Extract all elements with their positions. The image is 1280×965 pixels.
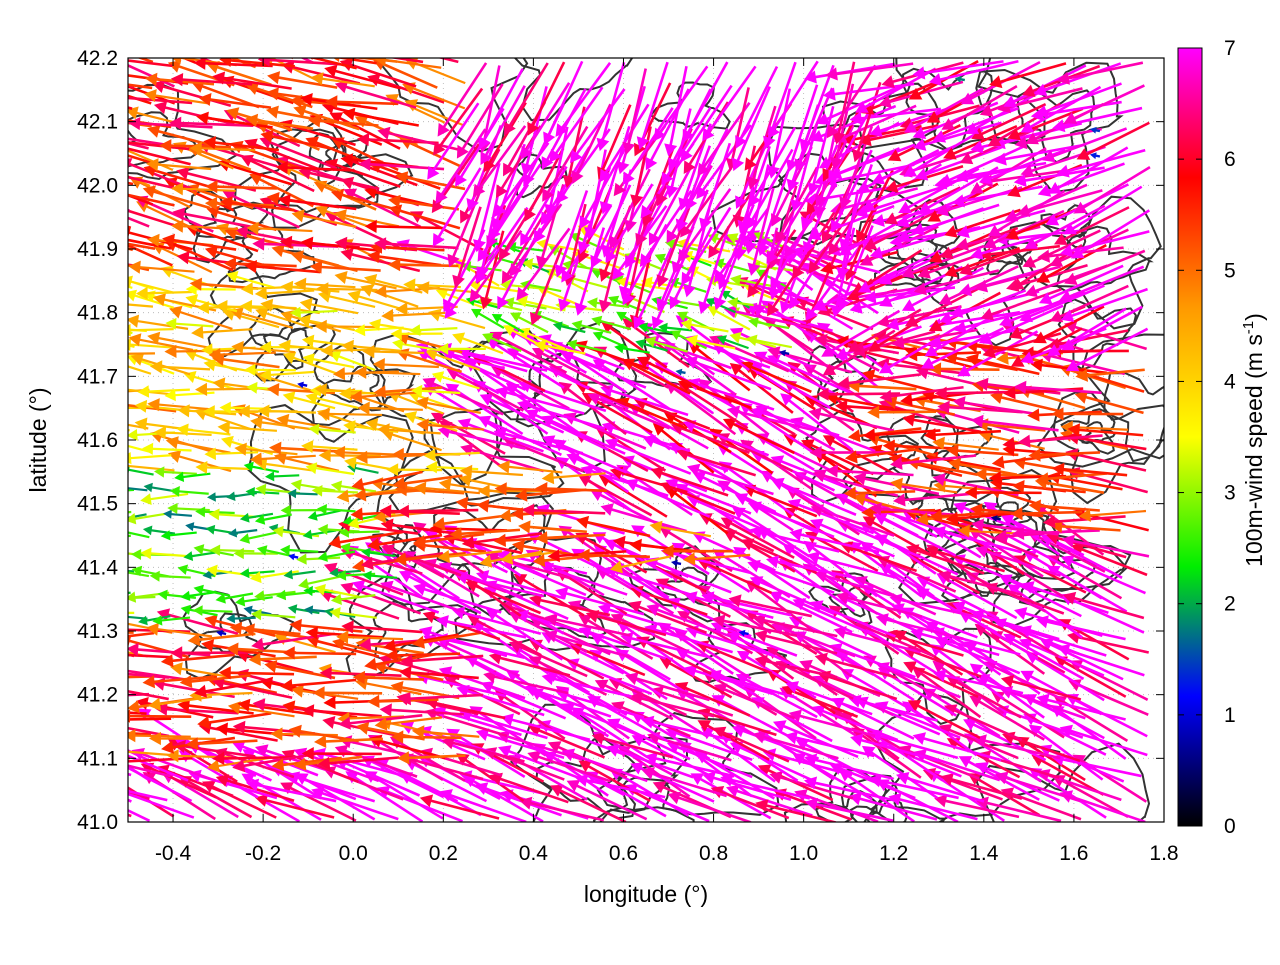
x-tick-label: 1.2 (879, 842, 908, 865)
wind-arrow (291, 479, 336, 490)
wind-arrow (195, 461, 251, 474)
wind-arrow (228, 528, 257, 537)
contour-line (514, 16, 635, 120)
colorbar-tick-label: 2 (1224, 593, 1236, 616)
wind-arrow (41, 531, 128, 554)
wind-arrow (235, 596, 273, 607)
wind-arrow (107, 784, 194, 817)
wind-arrow (303, 530, 337, 540)
wind-arrow (270, 727, 337, 740)
wind-arrow (199, 93, 271, 108)
wind-arrow (114, 459, 174, 472)
wind-arrow (84, 273, 132, 288)
colorbar-tick-label: 6 (1224, 148, 1236, 171)
wind-arrow (85, 607, 134, 619)
colorbar-title-end: ) (1241, 313, 1267, 321)
wind-arrow (163, 510, 192, 519)
x-tick-label: -0.4 (155, 842, 192, 865)
x-tick-label: 0.2 (429, 842, 458, 865)
colorbar-tick-label: 1 (1224, 704, 1236, 727)
x-tick-label: 1.4 (969, 842, 999, 865)
wind-arrow (140, 548, 189, 560)
y-tick-label: 42.0 (77, 174, 118, 197)
contour-line (371, 14, 527, 152)
x-tick-label: 0.8 (699, 842, 728, 865)
wind-arrow (542, 471, 606, 484)
y-tick-label: 41.4 (77, 556, 118, 579)
wind-arrow (128, 261, 194, 274)
wind-arrow (143, 526, 175, 536)
wind-arrow (85, 387, 149, 400)
wind-arrow (65, 409, 129, 422)
wind-arrow (48, 320, 127, 367)
wind-arrow (82, 471, 129, 483)
wind-arrow (288, 604, 320, 614)
y-tick-label: 41.5 (77, 493, 118, 516)
x-tick-label: -0.2 (245, 842, 281, 865)
wind-arrow (80, 73, 152, 88)
wind-arrow (55, 85, 132, 109)
wind-arrow (668, 792, 751, 823)
wind-arrow (92, 536, 130, 547)
y-tick-label: 42.1 (77, 111, 118, 134)
wind-arrow (83, 330, 135, 347)
wind-arrow (90, 347, 155, 360)
wind-arrow (504, 63, 548, 135)
y-tick-label: 41.8 (77, 302, 118, 325)
wind-arrow (671, 560, 681, 567)
colorbar-tick-label: 0 (1224, 815, 1236, 838)
wind-arrow (144, 483, 174, 492)
wind-arrow (388, 195, 459, 210)
wind-arrow (265, 471, 299, 481)
wind-arrow (191, 326, 252, 339)
colorbar-title: 100m-wind speed (m s-1) (1240, 313, 1267, 567)
wind-arrow (58, 204, 130, 228)
colorbar-title-sup: -1 (1240, 321, 1257, 334)
wind-arrow (239, 532, 278, 544)
wind-arrow (315, 320, 379, 333)
colorbar (1178, 48, 1202, 826)
wind-arrow (138, 385, 190, 397)
wind-arrow (184, 371, 235, 389)
y-tick-label: 41.2 (77, 684, 118, 707)
wind-vector-field (40, 25, 1150, 822)
wind-arrow (354, 366, 420, 379)
x-tick-label: 0.6 (609, 842, 638, 865)
wind-arrow (235, 25, 313, 63)
wind-arrow (97, 589, 131, 599)
y-tick-label: 41.6 (77, 429, 118, 452)
wind-arrow (234, 548, 278, 559)
wind-arrow (989, 63, 1066, 88)
x-axis-title: longitude (°) (584, 881, 708, 907)
x-tick-label: 1.0 (789, 842, 818, 865)
y-tick-label: 41.1 (77, 747, 118, 770)
x-tick-label: 0.0 (339, 842, 368, 865)
x-tick-label: 1.8 (1149, 842, 1178, 865)
wind-arrow (934, 795, 1019, 817)
wind-arrow (1028, 449, 1100, 462)
x-tick-label: 0.4 (519, 842, 549, 865)
y-tick-label: 41.7 (77, 365, 118, 388)
y-tick-label: 41.0 (77, 811, 118, 834)
colorbar-tick-label: 3 (1224, 482, 1236, 505)
wind-arrow (284, 570, 316, 580)
y-tick-label: 41.9 (77, 238, 118, 261)
y-axis-title: latitude (°) (25, 387, 51, 492)
wind-arrow (518, 520, 587, 533)
x-tick-label: 1.6 (1059, 842, 1088, 865)
y-tick-label: 42.2 (77, 47, 118, 70)
colorbar-tick-label: 4 (1224, 370, 1236, 393)
wind-arrow (118, 483, 147, 492)
wind-arrow (140, 493, 188, 505)
colorbar-tick-label: 5 (1224, 259, 1236, 282)
wind-arrow (125, 513, 170, 524)
y-tick-label: 41.3 (77, 620, 118, 643)
colorbar-tick-label: 7 (1224, 37, 1236, 60)
colorbar-title-main: 100m-wind speed (m s (1241, 334, 1267, 567)
wind-arrow (50, 640, 128, 677)
wind-arrow (355, 451, 422, 464)
wind-arrow (49, 140, 127, 166)
